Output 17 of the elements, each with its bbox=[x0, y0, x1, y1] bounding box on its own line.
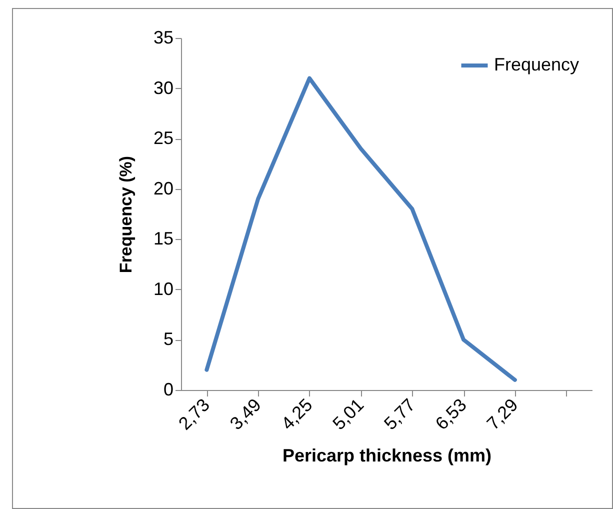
y-tick-label: 15 bbox=[153, 228, 174, 249]
x-tick-label: 6,53 bbox=[432, 394, 470, 434]
line-series bbox=[204, 76, 517, 382]
y-tick-label: 5 bbox=[163, 329, 174, 350]
y-tick-label: 10 bbox=[153, 278, 174, 299]
x-tick-label: 3,49 bbox=[226, 394, 265, 434]
y-tick-label: 25 bbox=[153, 128, 174, 148]
y-tick-label: 30 bbox=[153, 78, 174, 98]
legend-label: Frequency bbox=[494, 54, 580, 74]
y-tick-label: 20 bbox=[153, 178, 174, 198]
y-tick-label: 0 bbox=[163, 380, 174, 400]
x-axis-title: Pericarp thickness (mm) bbox=[282, 446, 492, 466]
x-tick-label: 4,25 bbox=[277, 394, 316, 434]
y-axis-title: Frequency (%) bbox=[116, 156, 136, 274]
x-tick-label: 7,29 bbox=[482, 394, 522, 434]
y-tick-label: 35 bbox=[153, 28, 174, 48]
x-tick-label: 5,01 bbox=[328, 394, 368, 434]
